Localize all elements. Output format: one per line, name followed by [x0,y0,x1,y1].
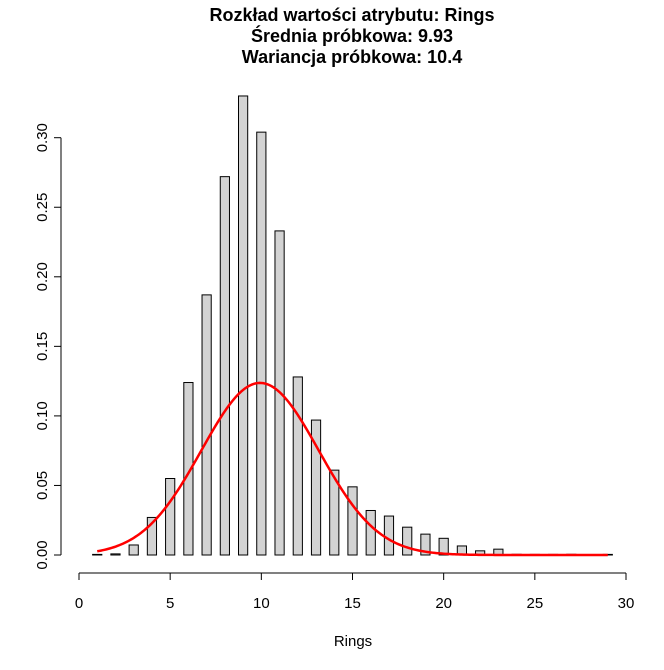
y-axis: 0.00 0.05 0.10 0.15 0.20 0.25 0.30 [34,123,62,570]
x-tick-label: 0 [75,595,83,612]
histogram-bar [310,419,322,556]
title-line-2: Średnia próbkowa: 9.93 [250,26,454,46]
x-tick-label: 5 [166,595,174,612]
y-tick-label: 0.10 [34,401,51,430]
histogram-bar [420,533,431,556]
x-tick-label: 20 [435,595,452,612]
y-tick-label: 0.15 [34,332,51,361]
histogram-bar [238,95,249,556]
y-tick-label: 0.00 [34,540,51,569]
x-tick-label: 15 [344,595,361,612]
histogram-bar [329,469,340,556]
title-line-3: Wariancja próbkowa: 10.4 [241,47,463,67]
histogram-bar [219,176,230,556]
x-axis-label: Rings [334,633,372,650]
histogram-bar [438,537,449,556]
histogram-bar [201,294,212,556]
histogram-bar [402,526,413,556]
normal-density-curve [97,381,608,557]
y-tick-label: 0.20 [34,262,51,291]
histogram-bar [128,544,139,556]
x-tick-label: 25 [526,595,543,612]
chart-title: Rozkład wartości atrybutu: Rings Średnia… [0,5,664,68]
x-axis: 0 5 10 15 20 25 30 [75,572,635,612]
histogram-bar [256,131,267,556]
y-tick-label: 0.05 [34,471,51,500]
histogram-bar [347,486,358,556]
y-tick-label: 0.25 [34,193,51,222]
histogram-bar [165,478,176,556]
histogram-bar [183,382,194,556]
y-tick-label: 0.30 [34,123,51,152]
title-line-1: Rozkład wartości atrybutu: Rings [209,5,495,25]
histogram-bar [383,515,395,556]
histogram-bar [92,553,103,556]
histogram-bar [292,376,303,556]
histogram-bar [110,553,121,556]
bars-layer [92,95,613,556]
x-tick-label: 30 [618,595,635,612]
histogram-bar [146,516,158,556]
histogram-bar [365,509,376,556]
x-tick-label: 10 [253,595,270,612]
